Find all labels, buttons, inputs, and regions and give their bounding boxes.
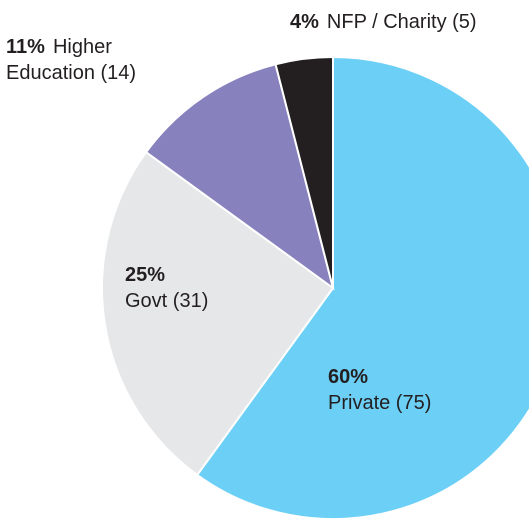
pie-slice [195,55,529,520]
percent-label: 4% [290,11,319,33]
slice-label: 25% Govt (31) [125,262,325,314]
category-label: NFP / Charity (5) [326,11,477,33]
percent-label: 60% [328,366,369,388]
slice-label: 4% NFP / Charity (5) [290,9,529,35]
category-label: Govt (31) [125,290,209,312]
percent-label: 25% [125,264,166,286]
pie-slice [144,63,335,291]
pie-slice [101,150,335,477]
slice-label: 11% Higher Education (14) [6,34,176,86]
pie-slice [274,55,334,289]
percent-label: 11% [6,36,45,58]
category-label: Higher Education (14) [6,36,137,84]
slice-label: 60% Private (75) [328,364,528,416]
category-label: Private (75) [328,392,432,414]
